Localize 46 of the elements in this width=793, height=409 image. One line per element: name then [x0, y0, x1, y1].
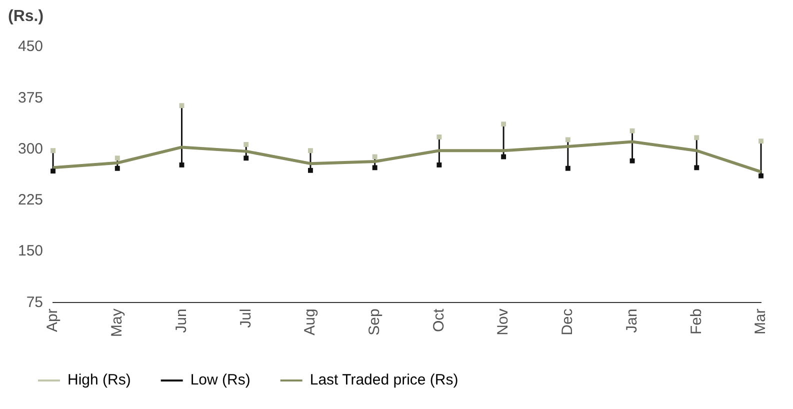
legend-label: Last Traded price (Rs) — [310, 372, 458, 389]
point — [50, 148, 56, 154]
y-tick-label: 450 — [18, 38, 44, 56]
point — [501, 122, 506, 127]
y-tick-label: 375 — [18, 89, 44, 106]
point — [372, 154, 378, 160]
point — [244, 142, 249, 147]
point — [179, 103, 184, 108]
y-tick-label: 150 — [18, 242, 44, 260]
point — [565, 166, 570, 171]
point — [694, 165, 700, 170]
point — [114, 156, 120, 161]
point — [179, 162, 184, 168]
point — [244, 156, 249, 161]
x-tick-label: May — [108, 308, 126, 338]
x-tick-label: Mar — [752, 308, 770, 335]
y-tick-label: 300 — [18, 140, 44, 158]
point — [565, 137, 570, 142]
point — [501, 154, 506, 160]
y-tick-label: 225 — [18, 192, 44, 209]
point — [308, 168, 313, 173]
x-tick-label: Oct — [430, 308, 448, 332]
point — [630, 128, 635, 134]
x-tick-label: Jun — [172, 308, 190, 333]
point — [372, 165, 378, 170]
x-tick-label: Feb — [688, 308, 705, 335]
x-tick-label: Jan — [623, 308, 640, 333]
x-tick-label: Dec — [559, 308, 576, 336]
point — [436, 134, 442, 140]
legend-label: High (Rs) — [68, 372, 131, 389]
x-tick-label: Jul — [237, 308, 254, 328]
point — [50, 168, 56, 174]
x-tick-label: Aug — [302, 308, 319, 336]
x-tick-label: Apr — [44, 308, 62, 332]
point — [758, 138, 764, 144]
point — [694, 135, 700, 140]
point — [114, 166, 120, 171]
x-tick-label: Nov — [494, 308, 512, 336]
y-axis-title: (Rs.) — [8, 8, 45, 27]
point — [758, 173, 764, 178]
point — [308, 148, 313, 154]
point — [436, 162, 442, 168]
y-tick-label: 75 — [26, 294, 44, 311]
point — [630, 158, 635, 164]
x-tick-label: Sep — [366, 308, 383, 336]
legend-label: Low (Rs) — [190, 372, 250, 389]
